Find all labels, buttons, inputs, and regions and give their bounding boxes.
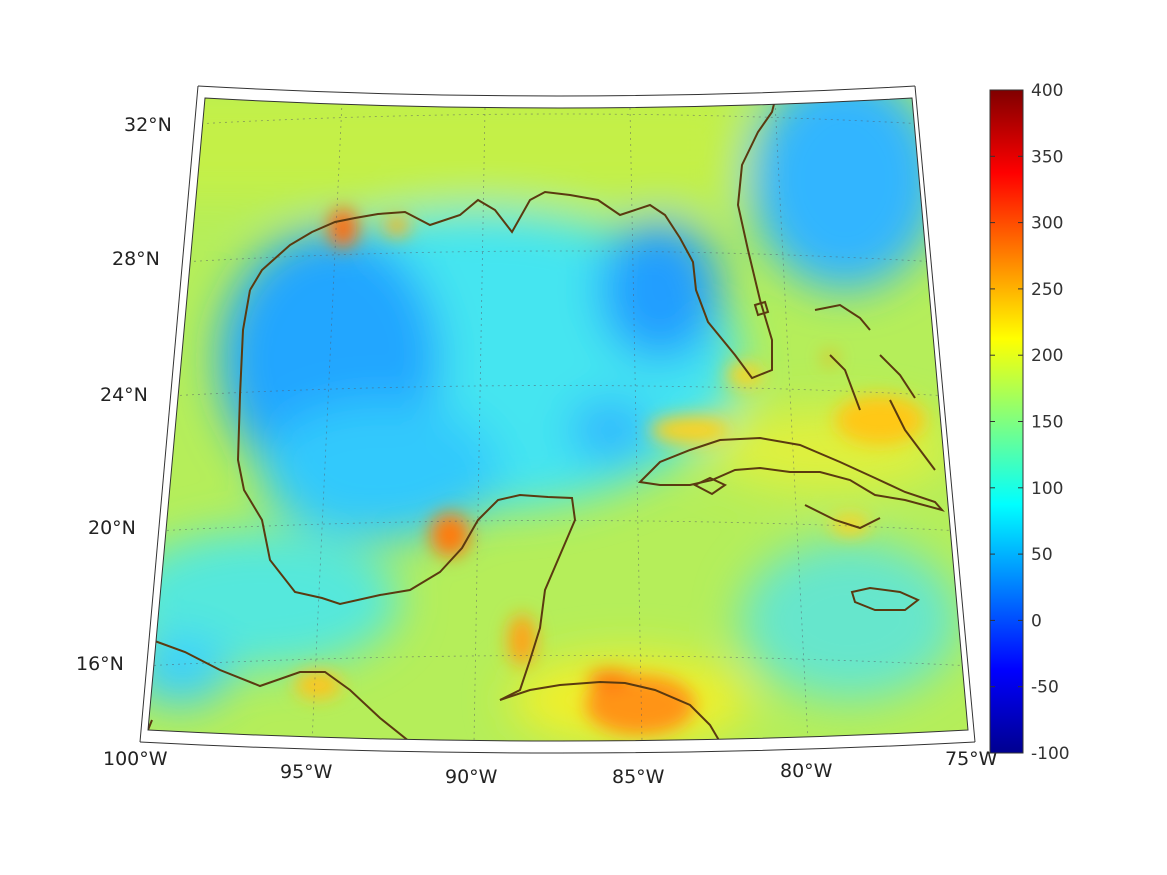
bahamas-high <box>835 395 925 445</box>
andros-peak <box>824 352 836 364</box>
atlantic-low <box>750 98 940 290</box>
colorbar-tick-label: 100 <box>1031 479 1063 499</box>
eastern-gulf-low <box>600 220 720 360</box>
meridian-80 <box>774 101 809 741</box>
sabine-pass-peak <box>329 208 357 248</box>
colorbar-tick-label: 0 <box>1031 611 1042 631</box>
lat-label-16: 16°N <box>76 653 124 675</box>
colorbar-tick-label: 150 <box>1031 413 1063 433</box>
bahamas <box>814 303 916 411</box>
colorbar-tick-label: 250 <box>1031 280 1063 300</box>
gulf-of-honduras-peak <box>588 670 632 690</box>
florida-keys-high <box>727 363 763 387</box>
caribbean-west <box>148 530 400 670</box>
meridian-85 <box>629 107 643 741</box>
meridian-90 <box>473 107 486 741</box>
lat-label-20: 20°N <box>88 517 136 539</box>
colorbar-tick-label: -50 <box>1031 678 1059 698</box>
coastlines <box>148 99 945 741</box>
top-border-outer <box>197 85 916 97</box>
lon-label-90: 90°W <box>445 766 498 788</box>
cuba <box>637 436 945 512</box>
sabine-east-peak <box>385 216 409 236</box>
right-border-outer <box>914 85 976 743</box>
parallel-20 <box>154 520 963 532</box>
cayman-south-cuba-keys <box>804 504 881 530</box>
map-frame <box>147 97 969 742</box>
left-border-outer <box>139 85 199 743</box>
mexico-west-coast <box>236 289 577 701</box>
central-america-coast <box>499 680 721 741</box>
honduras-coast-peak <box>585 675 695 735</box>
lon-label-95: 95°W <box>280 761 333 783</box>
graticule <box>148 101 968 741</box>
pacific-coast <box>151 639 411 741</box>
caribbean-east <box>740 540 960 700</box>
lat-label-32: 32°N <box>124 114 172 136</box>
hispaniola-west <box>889 399 936 471</box>
map-border-ticks <box>139 85 976 754</box>
parallel-32 <box>194 113 926 125</box>
gulf-coast-us-mexico <box>148 99 776 731</box>
colorbar-gradient <box>989 89 1024 754</box>
belize-peak <box>508 614 536 666</box>
isle-of-youth <box>692 476 728 496</box>
pacific-low <box>148 635 230 705</box>
colorbar-tick-label: -100 <box>1031 744 1070 764</box>
yucatan-channel-low <box>570 400 650 460</box>
gulf-south-lobe <box>260 400 500 540</box>
north-land-band <box>148 98 740 200</box>
lon-label-80: 80°W <box>780 760 833 782</box>
mexico-pacific-peak <box>294 671 342 699</box>
lat-label-24: 24°N <box>100 384 148 406</box>
latitude-labels: 32°N 28°N 24°N 20°N 16°N <box>76 114 172 675</box>
longitude-labels: 100°W 95°W 90°W 85°W 80°W 75°W <box>103 748 998 788</box>
parallel-24 <box>167 385 951 397</box>
parallel-28 <box>181 250 939 263</box>
colorbar-tick-label: 50 <box>1031 545 1053 565</box>
colorbar-ticks: 400 350 300 250 200 150 100 50 0 -50 -100 <box>990 81 1070 764</box>
colorbar: 400 350 300 250 200 150 100 50 0 -50 -100 <box>989 81 1070 764</box>
campeche-peak <box>430 513 470 557</box>
colorbar-tick-label: 350 <box>1031 147 1063 167</box>
cuba-hotspot <box>650 416 730 444</box>
map-data-field <box>148 98 968 741</box>
lon-label-85: 85°W <box>612 766 665 788</box>
parallel-16 <box>148 655 968 667</box>
lat-label-28: 28°N <box>112 248 160 270</box>
lake-okeechobee <box>753 300 770 317</box>
jamaica <box>850 586 920 611</box>
lon-label-100: 100°W <box>103 748 168 770</box>
colorbar-tick-label: 400 <box>1031 81 1063 101</box>
colorbar-tick-label: 300 <box>1031 214 1063 234</box>
bottom-border-outer <box>139 741 976 754</box>
colorbar-tick-label: 200 <box>1031 346 1063 366</box>
lon-label-75: 75°W <box>945 748 998 770</box>
